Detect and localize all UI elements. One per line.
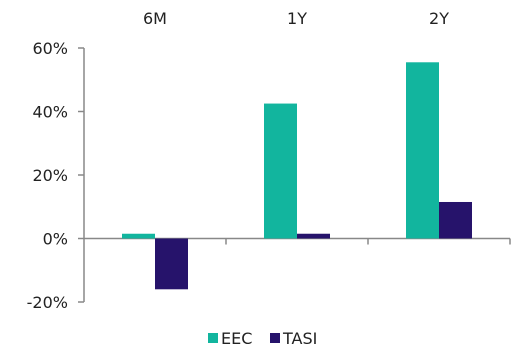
- bar-eec-1y: [264, 103, 297, 239]
- category-label: 6M: [143, 9, 167, 28]
- legend-label-tasi: TASI: [282, 329, 317, 348]
- legend-swatch-eec: [208, 333, 218, 343]
- legend-label-eec: EEC: [221, 329, 252, 348]
- bar-tasi-2y: [439, 201, 472, 239]
- bar-eec-2y: [406, 62, 439, 239]
- legend-swatch-tasi: [270, 333, 280, 343]
- category-labels: 6M 1Y 2Y: [143, 9, 449, 28]
- y-tick-label: -20%: [27, 293, 68, 312]
- legend: EEC TASI: [208, 329, 317, 348]
- bar-eec-6m: [122, 233, 155, 239]
- bar-tasi-1y: [297, 233, 330, 239]
- category-label: 2Y: [429, 9, 449, 28]
- bar-tasi-6m: [155, 238, 188, 290]
- y-axis: -20% 0% 20% 40% 60%: [27, 39, 85, 312]
- y-tick-label: 0%: [43, 230, 68, 249]
- y-tick-label: 60%: [32, 39, 68, 58]
- y-tick-label: 20%: [32, 166, 68, 185]
- y-tick-label: 40%: [32, 103, 68, 122]
- x-axis: [84, 237, 511, 245]
- category-label: 1Y: [287, 9, 307, 28]
- bars: [122, 62, 472, 290]
